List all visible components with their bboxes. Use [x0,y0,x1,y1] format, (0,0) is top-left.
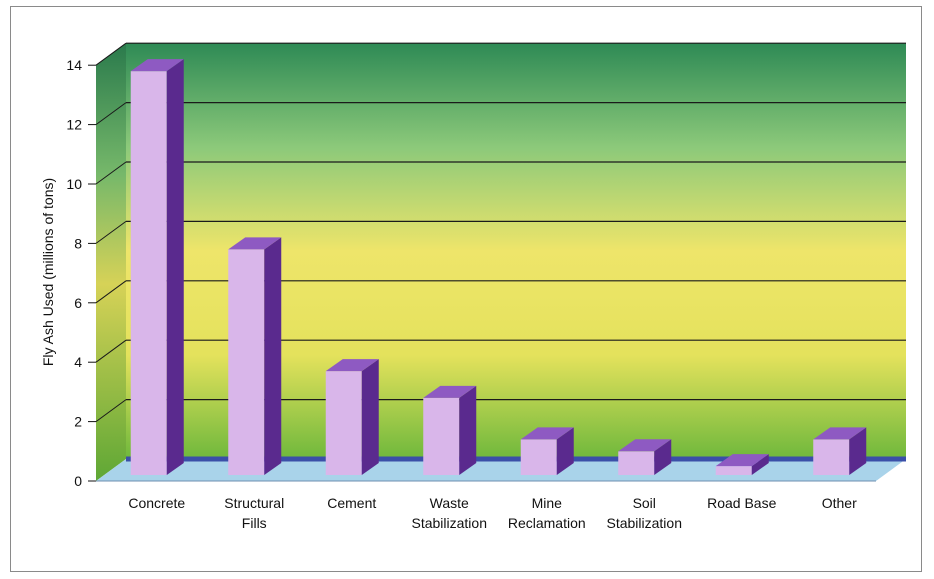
bar [423,385,477,475]
x-tick-label: Structural Fills [224,495,284,531]
chart-background [96,43,906,481]
bar [813,427,867,475]
bar [715,454,769,475]
bar [325,359,379,475]
bar [228,237,282,475]
y-tick-label: 10 [66,176,82,192]
x-tick-label: Concrete [128,495,185,511]
bar [618,439,672,475]
gridline-side [95,102,127,126]
bar-front [813,439,850,475]
x-axis-labels: Concrete Structural Fills Cement Waste Stabil… [128,495,857,531]
bar-side [654,439,672,475]
bar-side [166,59,184,475]
bar-side [849,427,867,475]
y-tick-label: 4 [74,354,82,370]
bars [130,59,867,475]
bar-top [715,454,769,467]
bar-front [325,371,362,475]
y-tick-label: 14 [66,57,82,73]
side-wall [96,43,126,481]
chart-floor [96,456,906,482]
bar-top [618,439,672,452]
bar-top [130,59,184,72]
bar [130,59,184,475]
bar-front [228,249,265,475]
y-tick-label: 12 [66,117,82,133]
bar-side [459,385,477,475]
bar-side [556,427,574,475]
bar-front [520,439,557,475]
bar-top [228,237,282,250]
gridline-side [95,399,127,423]
bar-top [813,427,867,440]
gridline-side [95,161,127,185]
y-tick-label: 0 [74,473,82,489]
bar-front [618,451,655,475]
bar-side [751,454,769,475]
gridline-side [95,339,127,363]
gridline-side [95,42,127,66]
x-tick-label: Soil Stabilization [607,495,683,531]
bar-top [423,385,477,398]
bar-side [264,237,282,475]
x-tick-label: Other [822,495,857,511]
bar-top [520,427,574,440]
gridline-side [95,220,127,244]
floor-surface [96,459,906,481]
bar-front [715,466,752,475]
bar-side [361,359,379,475]
x-tick-label: Mine Reclamation [508,495,586,531]
back-wall [126,43,906,459]
gridline-side [95,280,127,304]
bar [520,427,574,475]
y-axis-title: Fly Ash Used (millions of tons) [40,178,56,366]
bar-front [423,397,460,475]
y-tick-label: 6 [74,295,82,311]
x-tick-label: Waste Stabilization [412,495,488,531]
bar-top [325,359,379,372]
bar-front [130,71,167,475]
y-tick-label: 2 [74,414,82,430]
x-tick-label: Road Base [707,495,776,511]
y-tick-label: 8 [74,235,82,251]
y-axis: 0 2 4 6 8 10 12 14 [66,57,96,489]
x-tick-label: Cement [327,495,376,511]
